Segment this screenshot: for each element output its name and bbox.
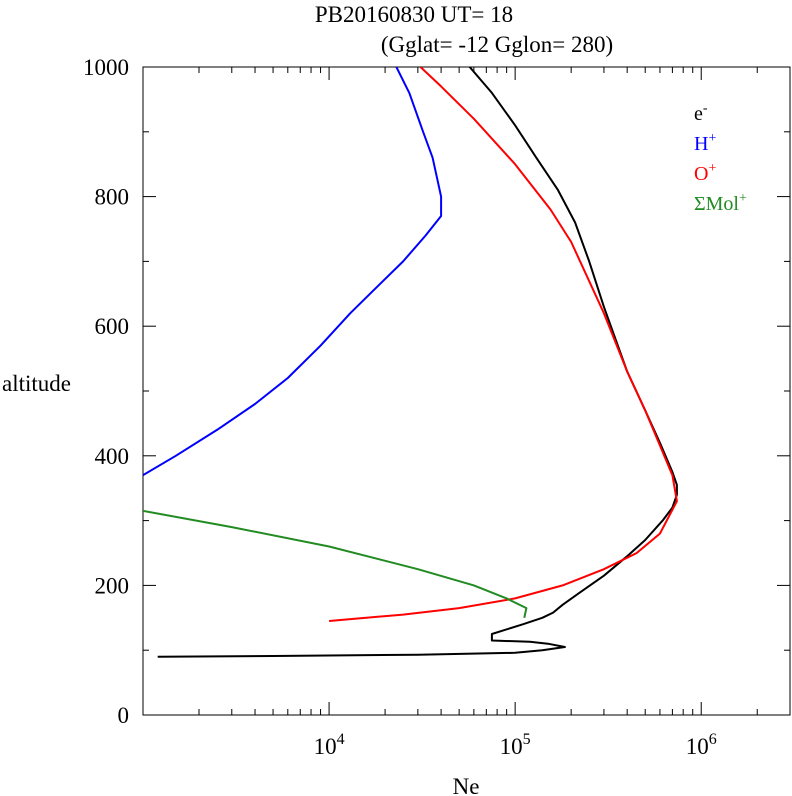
- legend-entry-O: O+: [694, 161, 716, 185]
- legend-entry-e: e-: [694, 101, 708, 125]
- plot-area: [142, 66, 791, 716]
- series-line-O: [329, 67, 678, 622]
- y-tick-label: 200: [95, 573, 130, 598]
- series-layer: [143, 67, 678, 658]
- chart-title-line2: (Gglat= -12 Gglon= 280): [381, 32, 613, 57]
- plot-frame: [142, 66, 791, 716]
- chart-title-line1: PB20160830 UT= 18: [315, 2, 513, 27]
- legend-entry-H: H+: [694, 131, 716, 155]
- y-tick-label: 800: [95, 185, 130, 210]
- axes: 0 200 400 600 800 1000 104 105 106: [83, 55, 791, 759]
- y-tick-label: 400: [95, 444, 130, 469]
- legend: e- H+ O+ ΣMol+: [694, 101, 747, 215]
- series-line-Mol: [143, 509, 528, 619]
- y-tick-label: 1000: [83, 55, 129, 80]
- series-line-H: [143, 67, 443, 477]
- x-tick-label: 106: [686, 731, 717, 759]
- x-axis-label: Ne: [453, 774, 480, 796]
- y-axis-label: altitude: [2, 371, 71, 396]
- x-tick-label: 104: [314, 731, 345, 759]
- series-line-e: [157, 67, 678, 658]
- y-tick-label: 600: [95, 314, 130, 339]
- y-tick-label: 0: [118, 703, 130, 728]
- legend-entry-Mol: ΣMol+: [694, 191, 747, 215]
- x-tick-label: 105: [500, 731, 531, 759]
